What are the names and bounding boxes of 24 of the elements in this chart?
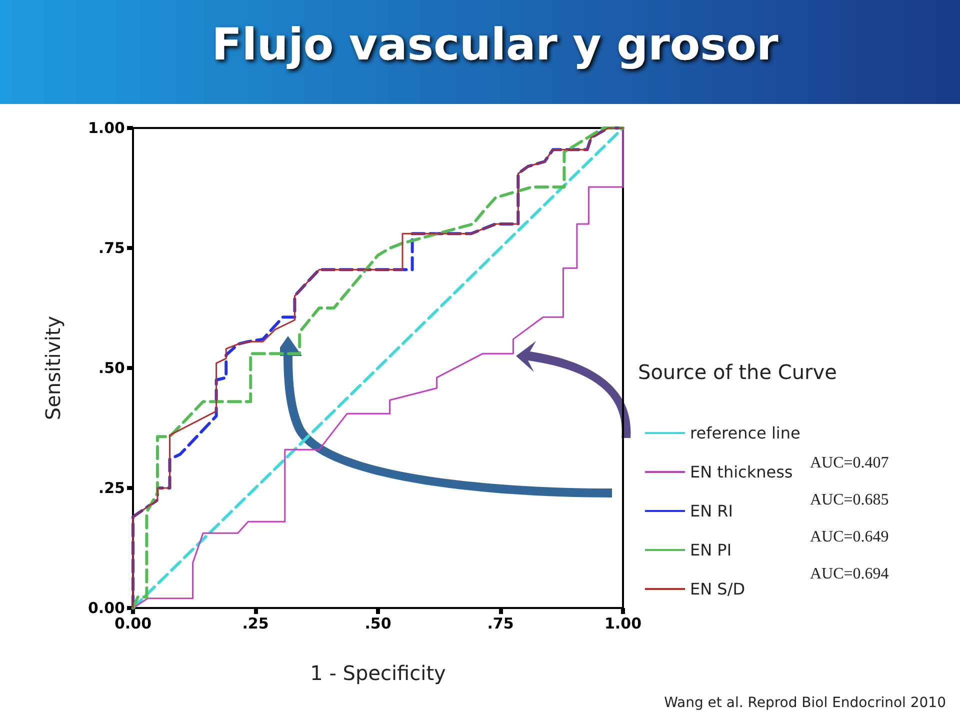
x-tick-label: .25 [242,614,269,632]
legend-label: EN thickness [690,462,793,482]
y-tick-label: .50 [98,359,125,377]
legend-label: EN S/D [690,580,746,598]
legend-title: Source of the Curve [638,360,837,384]
x-tick-label: .50 [364,614,392,632]
x-axis-title: 1 - Specificity [310,661,446,685]
y-tick-label: 0.00 [88,599,125,617]
text: AUC=0.407 [810,454,889,472]
text: AUC=0.694 [810,566,889,582]
x-tick-label: 0.00 [114,614,152,632]
y-tick-label: .25 [98,479,125,497]
y-tick-label: .75 [98,239,125,257]
text: AUC=0.649 [810,528,889,546]
y-tick-label: 1.00 [88,119,125,137]
x-tick-label: 1.00 [604,614,642,632]
chart-title: Flujo vascular y grosor [212,20,778,70]
legend-label: reference line [690,424,800,442]
x-tick-label: .75 [487,614,514,632]
text: AUC=0.685 [810,492,889,508]
text: Wang et al. Reprod Biol Endocrinol 2010 [664,695,946,711]
y-axis-title: Sensitivity [41,316,65,420]
legend-label: EN RI [690,502,733,520]
legend-label: EN PI [690,540,732,560]
